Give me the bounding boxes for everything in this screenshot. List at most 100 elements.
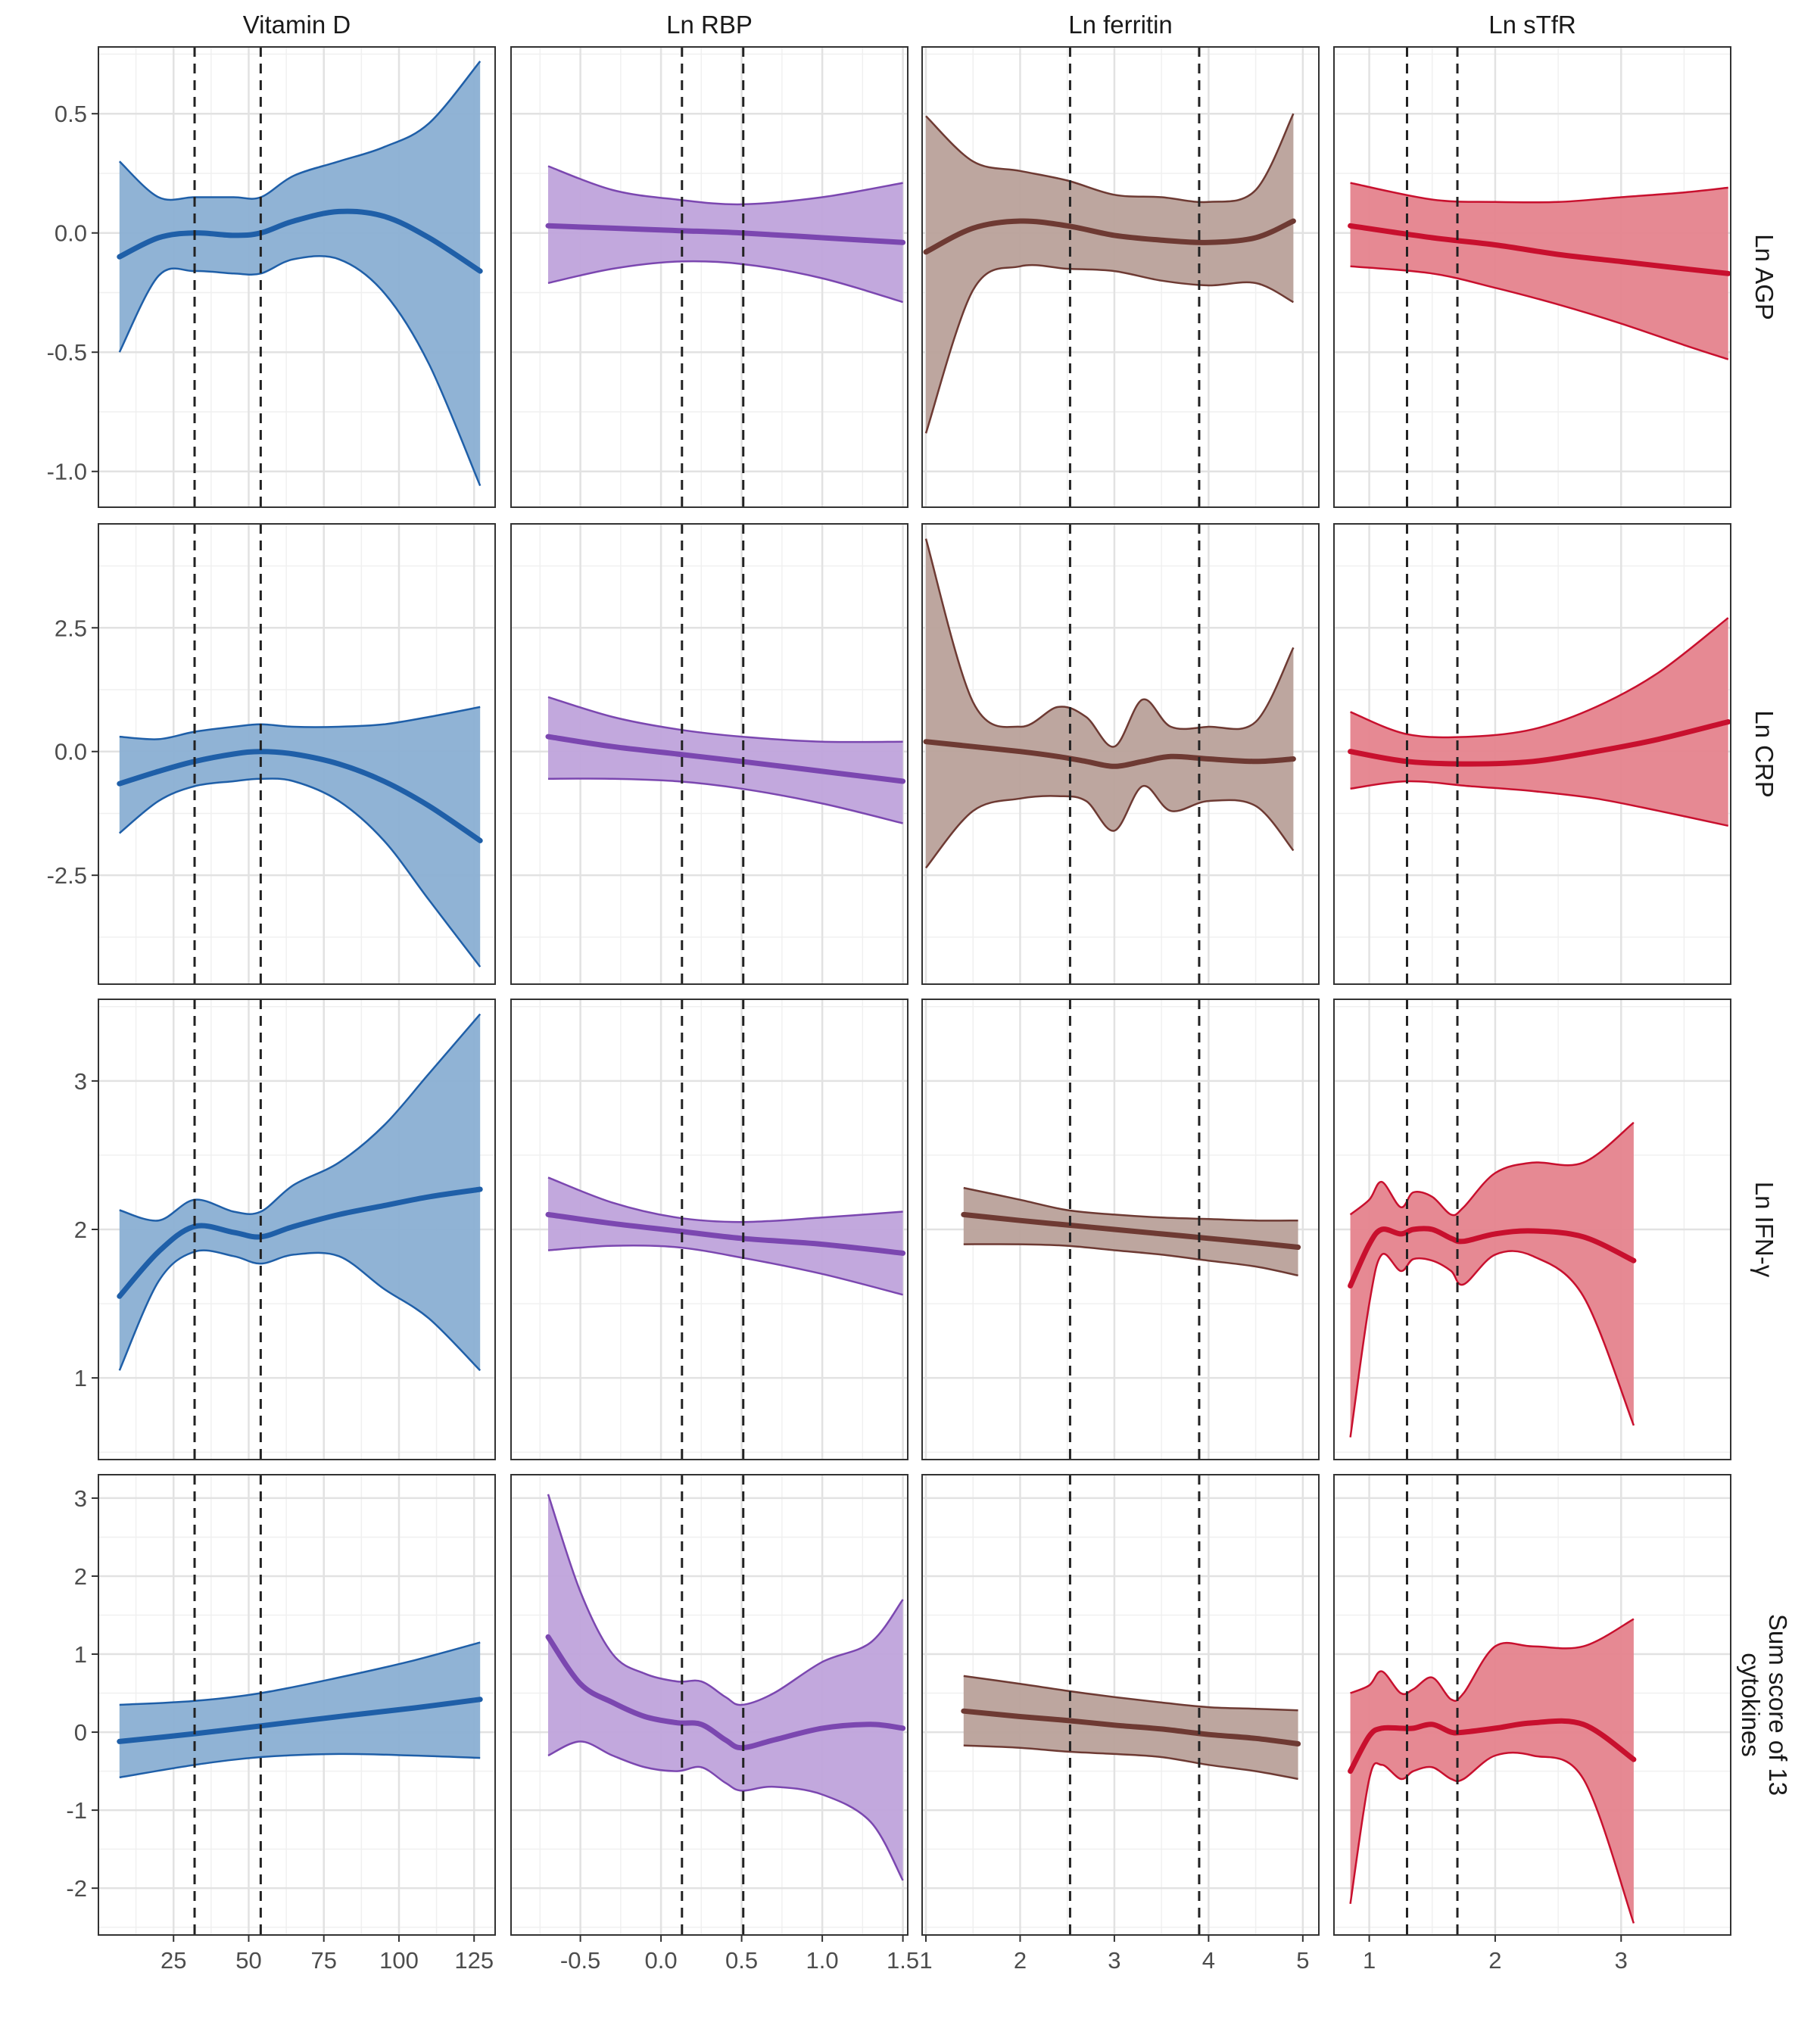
confidence-band xyxy=(548,1494,903,1880)
x-tick-label: 3 xyxy=(1615,1947,1628,1974)
fit-line xyxy=(117,208,483,274)
lower-bound-line xyxy=(963,1243,1298,1277)
lower-bound-line xyxy=(1349,1250,1635,1438)
x-tick-label: 75 xyxy=(310,1947,336,1974)
x-tick-label: 1.0 xyxy=(806,1947,839,1974)
fit-line xyxy=(923,218,1296,255)
y-tick-label: 2.5 xyxy=(55,615,87,641)
row-label-line: Ln IFN-γ xyxy=(1750,1182,1778,1278)
upper-bound-line xyxy=(119,1641,481,1706)
panel xyxy=(510,46,908,508)
lower-bound-line xyxy=(119,777,482,967)
series xyxy=(117,1013,483,1372)
upper-bound-line xyxy=(118,61,482,201)
x-tick-label: 2 xyxy=(1014,1947,1027,1974)
panel xyxy=(1333,999,1731,1460)
x-tick-label: 0.0 xyxy=(645,1947,678,1974)
lower-bound-line xyxy=(118,255,482,487)
fit-line xyxy=(961,1211,1301,1250)
upper-bound-line xyxy=(119,1013,482,1222)
row-label-line: cytokines xyxy=(1737,1653,1765,1757)
upper-bound-line xyxy=(1350,182,1728,204)
panel xyxy=(1333,46,1731,508)
panel-border xyxy=(510,999,908,1460)
fit-line xyxy=(545,1634,906,1751)
panel: 1 2 3 4 5 xyxy=(919,1474,1320,1974)
row-label: Ln AGP xyxy=(1750,234,1778,320)
row-label-line: Ln AGP xyxy=(1750,234,1778,320)
lower-bound-line xyxy=(547,777,903,824)
panel-border xyxy=(510,1474,908,1936)
panel-border xyxy=(921,999,1320,1460)
series xyxy=(545,1494,906,1881)
series xyxy=(961,1186,1301,1277)
x-tick-label: 0.5 xyxy=(725,1947,758,1974)
fit-line xyxy=(1348,1718,1637,1774)
upper-bound-line xyxy=(119,706,481,740)
lower-bound-line xyxy=(1350,265,1729,360)
y-tick-label: -1 xyxy=(66,1797,87,1824)
upper-bound-line xyxy=(963,1675,1298,1712)
y-tick-label: 3 xyxy=(74,1068,87,1095)
panel-border xyxy=(1333,523,1731,985)
y-tick-label: 0.0 xyxy=(55,220,87,247)
upper-bound-line xyxy=(924,538,1295,748)
confidence-band xyxy=(119,1014,481,1371)
upper-bound-line xyxy=(547,1494,904,1706)
panel-border xyxy=(1333,999,1731,1460)
confidence-band xyxy=(1350,618,1728,826)
series xyxy=(1348,1618,1637,1924)
panel xyxy=(510,999,908,1460)
y-tick-label: 2 xyxy=(74,1217,87,1243)
panel xyxy=(1333,523,1731,985)
fit-line xyxy=(117,749,483,843)
x-tick-label: 1.5 xyxy=(887,1947,919,1974)
x-tick-label: 25 xyxy=(161,1947,186,1974)
upper-bound-line xyxy=(547,165,903,206)
panel-border xyxy=(98,1474,496,1936)
confidence-band xyxy=(119,61,481,486)
confidence-band xyxy=(1350,1619,1634,1924)
fit-line xyxy=(923,739,1296,769)
series xyxy=(117,1641,483,1779)
x-tick-label: 2 xyxy=(1488,1947,1501,1974)
upper-bound-line xyxy=(547,1176,903,1223)
series xyxy=(545,1176,906,1296)
panel-border xyxy=(510,46,908,508)
x-tick-label: 5 xyxy=(1296,1947,1309,1974)
series xyxy=(961,1675,1301,1781)
confidence-band xyxy=(119,1642,481,1778)
panel-border xyxy=(98,46,496,508)
lower-bound-line xyxy=(118,1249,482,1372)
fit-line xyxy=(545,223,906,245)
upper-bound-line xyxy=(1350,617,1729,739)
panel: -0.5 0.0 0.5 1.0 1.5 xyxy=(510,1474,919,1974)
row-label: Ln IFN-γ xyxy=(1750,1182,1778,1278)
panel xyxy=(510,523,908,985)
lower-bound-line xyxy=(547,1740,904,1881)
panel-border xyxy=(98,523,496,985)
panel xyxy=(921,523,1320,985)
lower-bound-line xyxy=(925,785,1295,869)
y-tick-label: -2 xyxy=(66,1875,87,1902)
y-tick-label: 3 xyxy=(74,1485,87,1512)
panel xyxy=(921,46,1320,508)
row-label: Ln CRP xyxy=(1750,710,1778,798)
column-label: Vitamin D xyxy=(243,11,351,39)
panel: 1 2 3 xyxy=(1333,1474,1731,1974)
y-tick-label: 0 xyxy=(74,1719,87,1746)
y-tick-label: 0.0 xyxy=(55,739,87,765)
x-tick-label: 1 xyxy=(1363,1947,1376,1974)
lower-bound-line xyxy=(963,1744,1298,1781)
x-tick-label: 100 xyxy=(379,1947,419,1974)
panel-border xyxy=(921,46,1320,508)
confidence-band xyxy=(1350,1122,1634,1438)
fit-line xyxy=(117,1186,483,1299)
series xyxy=(923,538,1296,869)
y-tick-label: 1 xyxy=(74,1641,87,1668)
row-label-line: Ln CRP xyxy=(1750,710,1778,798)
column-label: Ln sTfR xyxy=(1488,11,1576,39)
x-tick-label: 125 xyxy=(454,1947,494,1974)
